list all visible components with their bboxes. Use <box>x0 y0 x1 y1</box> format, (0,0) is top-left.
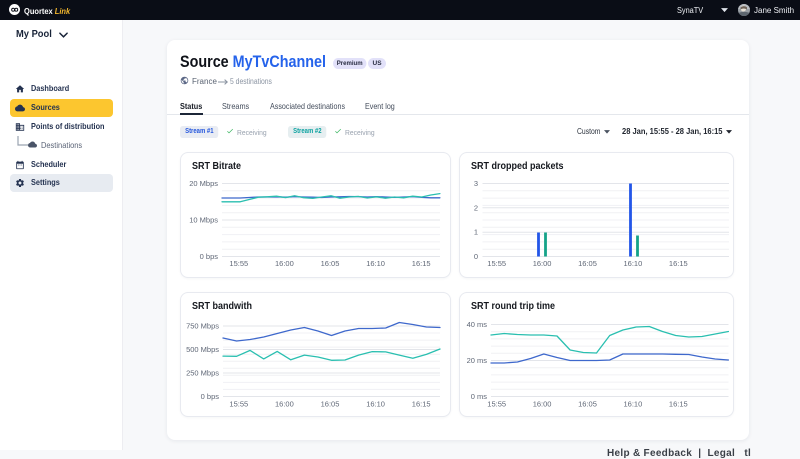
svg-text:1: 1 <box>474 228 478 237</box>
svg-text:16:00: 16:00 <box>275 400 294 409</box>
svg-text:0 ms: 0 ms <box>471 392 488 401</box>
svg-text:2: 2 <box>474 203 478 212</box>
svg-text:16:15: 16:15 <box>412 259 431 268</box>
svg-text:16:10: 16:10 <box>624 400 643 409</box>
svg-text:15:55: 15:55 <box>229 259 248 268</box>
svg-text:16:05: 16:05 <box>578 400 597 409</box>
svg-text:10 Mbps: 10 Mbps <box>189 216 218 225</box>
svg-text:3: 3 <box>474 179 478 188</box>
svg-text:250 Mbps: 250 Mbps <box>186 369 219 378</box>
svg-text:16:00: 16:00 <box>533 400 552 409</box>
svg-text:0: 0 <box>474 252 478 261</box>
svg-text:16:10: 16:10 <box>624 259 643 268</box>
svg-text:16:15: 16:15 <box>412 400 431 409</box>
svg-text:16:05: 16:05 <box>578 259 597 268</box>
svg-text:16:10: 16:10 <box>366 259 385 268</box>
svg-text:40 ms: 40 ms <box>467 320 488 329</box>
svg-text:15:55: 15:55 <box>487 400 506 409</box>
svg-text:16:05: 16:05 <box>321 400 340 409</box>
svg-text:16:15: 16:15 <box>669 400 688 409</box>
svg-text:20 ms: 20 ms <box>467 356 488 365</box>
svg-text:500 Mbps: 500 Mbps <box>186 345 219 354</box>
svg-text:0 bps: 0 bps <box>201 392 220 401</box>
svg-text:15:55: 15:55 <box>229 400 248 409</box>
svg-text:16:00: 16:00 <box>533 259 552 268</box>
svg-text:20 Mbps: 20 Mbps <box>189 179 218 188</box>
svg-text:750 Mbps: 750 Mbps <box>186 322 219 331</box>
svg-text:16:10: 16:10 <box>366 400 385 409</box>
svg-text:16:15: 16:15 <box>669 259 688 268</box>
svg-text:0 bps: 0 bps <box>200 252 219 261</box>
svg-text:16:05: 16:05 <box>321 259 340 268</box>
svg-text:16:00: 16:00 <box>275 259 294 268</box>
svg-text:15:55: 15:55 <box>487 259 506 268</box>
